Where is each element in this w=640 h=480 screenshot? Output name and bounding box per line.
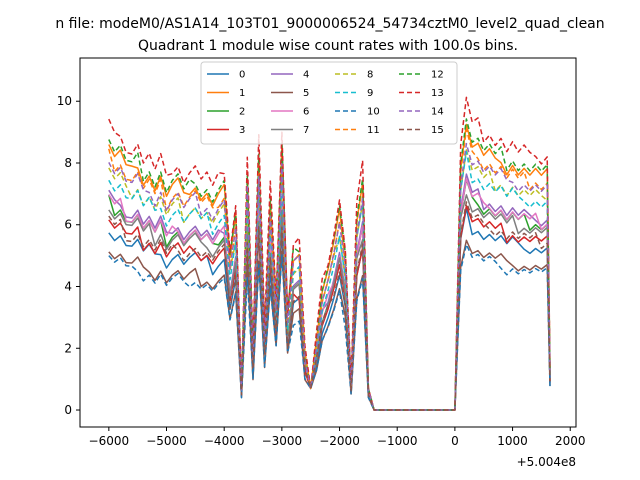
series-line-10 xyxy=(108,243,551,411)
series-line-9 xyxy=(108,150,551,411)
y-tick-label: 6 xyxy=(64,218,72,232)
chart-title: Quadrant 1 module wise count rates with … xyxy=(138,38,518,54)
legend-label-14: 14 xyxy=(431,107,444,118)
x-tick-label: −3000 xyxy=(262,434,303,448)
axes-frame xyxy=(79,57,577,428)
legend-label-10: 10 xyxy=(367,107,380,118)
y-tick-label: 0 xyxy=(64,403,72,417)
legend-label-3: 3 xyxy=(239,125,245,136)
y-tick-label: 2 xyxy=(64,341,72,355)
x-tick-label: −6000 xyxy=(89,434,130,448)
series-line-15 xyxy=(108,201,551,411)
series-line-0 xyxy=(108,207,551,411)
legend-label-2: 2 xyxy=(239,107,245,118)
x-tick-label: 0 xyxy=(451,434,459,448)
legend-label-9: 9 xyxy=(367,88,373,99)
series-line-12 xyxy=(108,118,551,411)
series-line-3 xyxy=(108,204,551,411)
y-tick-label: 10 xyxy=(57,94,72,108)
x-tick-label: 2000 xyxy=(555,434,586,448)
legend-label-8: 8 xyxy=(367,70,373,81)
legend-label-0: 0 xyxy=(239,70,245,81)
series-line-8 xyxy=(108,149,551,411)
series-line-6 xyxy=(108,177,551,411)
x-tick-label: 1000 xyxy=(497,434,528,448)
series-line-7 xyxy=(108,194,551,411)
series-line-13 xyxy=(108,96,551,411)
x-axis: −6000 −5000 −4000 −3000 −2000 −1000 0 1000 2000 xyxy=(89,427,586,448)
legend-label-13: 13 xyxy=(431,88,444,99)
y-tick-label: 8 xyxy=(64,156,72,170)
x-tick-label: −2000 xyxy=(319,434,360,448)
x-tick-label: −4000 xyxy=(204,434,245,448)
legend-box xyxy=(200,61,458,145)
legend-label-6: 6 xyxy=(303,107,309,118)
plot-area: −6000 −5000 −4000 −3000 −2000 −1000 0 1000 2000 … xyxy=(57,57,586,469)
series-line-1 xyxy=(108,123,551,411)
x-tick-label: −1000 xyxy=(377,434,418,448)
legend-label-12: 12 xyxy=(431,70,444,81)
x-axis-offset-label: +5.004e8 xyxy=(517,455,576,469)
legend-label-11: 11 xyxy=(367,125,380,136)
legend-label-7: 7 xyxy=(303,125,309,136)
series-layer xyxy=(108,96,551,411)
x-tick-label: −5000 xyxy=(146,434,187,448)
series-line-14 xyxy=(108,142,551,411)
legend-label-5: 5 xyxy=(303,88,309,99)
legend-label-4: 4 xyxy=(303,70,309,81)
legend-label-15: 15 xyxy=(431,125,444,136)
y-axis: 0 2 4 6 8 10 xyxy=(57,94,80,417)
series-line-11 xyxy=(108,128,551,411)
figure-suptitle: n file: modeM0/AS1A14_103T01_9000006524_… xyxy=(55,16,604,32)
series-line-4 xyxy=(108,173,551,411)
legend-label-1: 1 xyxy=(239,88,245,99)
y-tick-label: 4 xyxy=(64,280,72,294)
